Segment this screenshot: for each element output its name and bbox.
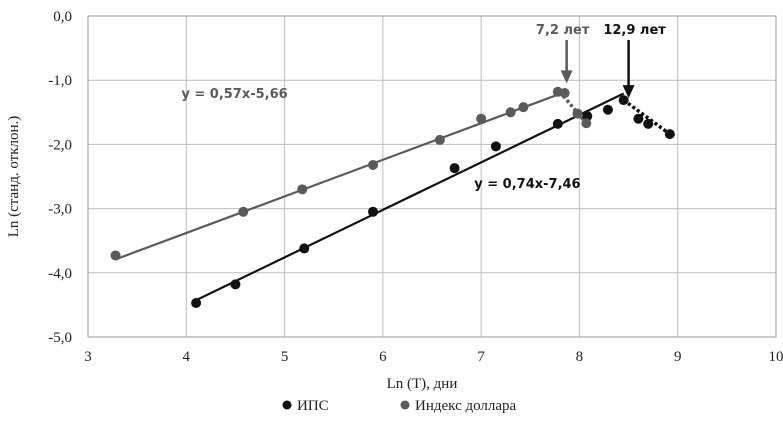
drop-line-0	[622, 98, 671, 136]
y-tick-label: -1,0	[48, 73, 72, 89]
x-tick-label: 4	[183, 349, 191, 365]
legend-label: Индекс доллара	[415, 398, 517, 414]
y-tick-label: 0,0	[53, 9, 72, 25]
data-point	[490, 141, 501, 152]
data-point	[449, 163, 460, 174]
data-point	[552, 118, 563, 129]
x-axis-title: Ln (T), дни	[387, 376, 458, 392]
data-point	[299, 243, 310, 254]
data-point	[572, 108, 583, 119]
legend-label: ИПС	[297, 398, 329, 414]
data-point	[559, 88, 570, 99]
data-point	[434, 134, 445, 145]
peak-label: 7,2 лет	[536, 23, 590, 38]
y-tick-label: -5,0	[48, 330, 72, 346]
data-point	[110, 250, 121, 261]
x-tick-label: 5	[281, 349, 289, 365]
data-point	[476, 113, 487, 124]
peak-arrow-head	[622, 85, 635, 99]
x-tick-label: 8	[576, 349, 584, 365]
x-tick-label: 9	[674, 349, 682, 365]
data-point	[368, 206, 379, 217]
plot-frame	[87, 15, 777, 338]
x-tick-label: 10	[769, 349, 783, 365]
data-point	[618, 95, 629, 106]
series-points	[110, 86, 675, 308]
x-tick-label: 6	[379, 349, 387, 365]
legend-marker	[400, 400, 410, 410]
data-point	[643, 118, 654, 129]
data-point	[505, 107, 516, 118]
data-point	[602, 104, 613, 115]
trendline-equation: y = 0,74x-7,46	[474, 177, 580, 192]
peak-label: 12,9 лет	[603, 23, 666, 38]
y-tick-label: -2,0	[48, 137, 72, 153]
y-tick-label: -4,0	[48, 266, 72, 282]
legend: ИПС Индекс доллара	[282, 398, 517, 414]
trendline-0	[192, 92, 625, 303]
y-tick-label: -3,0	[48, 202, 72, 218]
data-point	[581, 118, 592, 129]
data-point	[238, 206, 249, 217]
x-tick-label: 3	[84, 349, 92, 365]
trendline-1	[115, 92, 561, 261]
trendline-equation: y = 0,57x-5,66	[181, 87, 287, 102]
legend-marker	[282, 400, 292, 410]
annotations: 12,9 лет 7,2 лет y = 0,57x-5,66 y = 0,74x-7…	[181, 23, 666, 192]
axes: 3 4 5 6 7 8 9 10 0,0 -1,0 -2,0 -3,0 -4,0 -5,0 Ln (T), …	[6, 9, 783, 392]
grid	[87, 15, 777, 338]
data-point	[518, 102, 529, 113]
y-axis-title: Ln (станд. отклон.)	[6, 116, 22, 238]
data-point	[191, 297, 202, 308]
data-point	[297, 184, 308, 195]
peak-arrow-head	[560, 70, 573, 84]
data-point	[230, 279, 241, 290]
data-point	[633, 113, 644, 124]
x-tick-label: 7	[477, 349, 485, 365]
data-point	[368, 159, 379, 170]
data-point	[664, 129, 675, 140]
